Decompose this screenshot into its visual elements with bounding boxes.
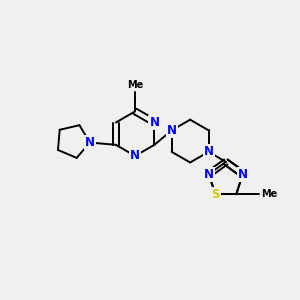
Text: Me: Me [262, 189, 278, 199]
Text: N: N [204, 145, 214, 158]
Text: N: N [204, 168, 214, 181]
Text: N: N [85, 136, 95, 149]
Text: Me: Me [127, 80, 143, 90]
Text: N: N [238, 168, 248, 181]
Text: N: N [167, 124, 177, 137]
Text: S: S [211, 188, 220, 201]
Text: N: N [130, 149, 140, 162]
Text: N: N [149, 116, 159, 129]
